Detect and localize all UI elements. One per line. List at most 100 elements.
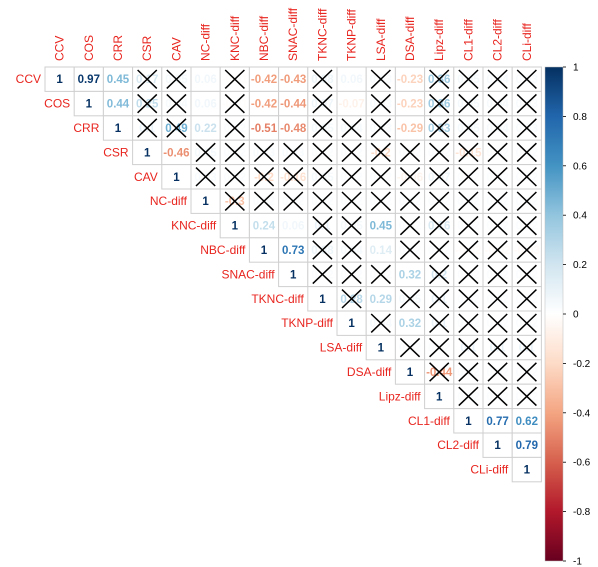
heatmap-cell: 0.03 <box>190 164 221 190</box>
column-label-lsa-diff: LSA-diff <box>374 18 388 61</box>
row-label-nbc-diff: NBC-diff <box>200 243 246 257</box>
not-significant-cross-icon <box>224 191 245 211</box>
not-significant-cross-icon <box>341 142 362 163</box>
heatmap-cell: 0.04 <box>482 66 513 92</box>
heatmap-cell: 0.02 <box>424 334 455 361</box>
cell-background <box>482 432 513 458</box>
heatmap-cell: 0.73 <box>278 237 309 263</box>
not-significant-cross-icon <box>458 313 479 333</box>
not-significant-cross-icon <box>429 118 450 138</box>
colorbar-tick-label: 0.8 <box>573 112 587 123</box>
cell-value-label: 1 <box>319 294 326 306</box>
heatmap-cell: 0.08 <box>307 237 338 263</box>
heatmap-cell: 0.02 <box>511 188 542 214</box>
heatmap-cell: 0.02 <box>307 139 338 166</box>
heatmap-cell: -0.15 <box>453 139 484 166</box>
heatmap-cell: 1 <box>365 334 396 361</box>
not-significant-cross-icon <box>312 240 333 260</box>
not-significant-cross-icon <box>166 93 187 114</box>
column-label-cos: COS <box>82 35 96 61</box>
heatmap-cell: -0.46 <box>161 139 192 166</box>
row-label-dsa-diff: DSA-diff <box>347 365 392 379</box>
heatmap-cell: 0.02 <box>365 261 396 288</box>
heatmap-cell: 0.03 <box>365 90 396 117</box>
heatmap-cell: 1 <box>278 261 309 288</box>
cell-value-label: 0.29 <box>370 294 392 306</box>
heatmap-cell: 0.02 <box>453 310 484 336</box>
not-significant-cross-icon <box>516 93 537 114</box>
row-label-snac-diff: SNAC-diff <box>221 267 275 281</box>
not-significant-cross-icon <box>458 69 479 89</box>
heatmap-cell: 0.24 <box>248 212 280 239</box>
not-significant-cross-icon <box>429 215 450 236</box>
heatmap-cell: -0.16 <box>278 164 309 190</box>
heatmap-cell: -0.03 <box>511 237 542 263</box>
cell-value-label: 1 <box>378 343 385 355</box>
cell-value-label: 1 <box>465 416 472 428</box>
heatmap-cell: 1 <box>394 359 426 385</box>
not-significant-cross-icon <box>458 167 479 187</box>
not-significant-cross-icon <box>429 362 450 382</box>
cells-layer: 10.970.450.170.050.06-0.01-0.42-0.430.08… <box>44 66 542 483</box>
not-significant-cross-icon <box>516 386 537 407</box>
cell-background <box>365 334 396 361</box>
heatmap-cell: 0.02 <box>394 334 426 361</box>
not-significant-cross-icon <box>487 313 508 333</box>
heatmap-cell: 0.02 <box>453 359 484 385</box>
heatmap-cell: 0.04 <box>365 310 396 336</box>
row-label-cl1-diff: CL1-diff <box>408 414 450 428</box>
row-label-lipz-diff: Lipz-diff <box>379 389 421 403</box>
not-significant-cross-icon <box>399 289 421 309</box>
not-significant-cross-icon <box>429 93 450 114</box>
cell-value-label: 0.45 <box>370 221 393 233</box>
heatmap-cell: 0.05 <box>453 66 484 92</box>
not-significant-cross-icon <box>516 69 537 89</box>
not-significant-cross-icon <box>312 142 333 163</box>
heatmap-cell: 1 <box>424 383 455 410</box>
cell-background <box>511 456 542 483</box>
not-significant-cross-icon <box>224 118 245 138</box>
colorbar-tick-label: -0.8 <box>573 507 591 518</box>
column-label-cav: CAV <box>169 37 183 61</box>
cell-background <box>190 90 221 117</box>
not-significant-cross-icon <box>429 167 450 187</box>
not-significant-cross-icon <box>137 93 158 114</box>
cell-value-label: -0.46 <box>163 147 189 159</box>
heatmap-cell: 0.02 <box>307 188 338 214</box>
heatmap-cell: 0.97 <box>73 66 104 92</box>
not-significant-cross-icon <box>516 337 537 358</box>
heatmap-cell: 0.02 <box>453 383 484 410</box>
heatmap-cell: 0.03 <box>365 66 396 92</box>
not-significant-cross-icon <box>516 142 537 163</box>
cell-value-label: 0.06 <box>340 74 362 86</box>
not-significant-cross-icon <box>516 264 537 285</box>
heatmap-cell: 0.02 <box>482 359 513 385</box>
heatmap-cell: 0.02 <box>453 261 484 288</box>
heatmap-cell: 0.03 <box>511 66 542 92</box>
column-label-crr: CRR <box>111 35 125 61</box>
heatmap-cell: 1 <box>453 408 484 434</box>
heatmap-cell: -0.42 <box>248 90 280 117</box>
heatmap-cell: 0.45 <box>102 66 134 92</box>
cell-background <box>161 164 192 190</box>
not-significant-cross-icon <box>312 167 333 187</box>
heatmap-cell: 0.03 <box>511 115 542 141</box>
cell-background <box>132 139 163 166</box>
cell-value-label: 0.06 <box>194 99 216 111</box>
heatmap-cell: 0.28 <box>336 286 367 312</box>
cell-value-label: -0.42 <box>251 74 277 86</box>
cell-value-label: -0.43 <box>280 74 306 86</box>
heatmap-cell: -0.07 <box>336 90 367 117</box>
not-significant-cross-icon <box>341 289 362 309</box>
heatmap-cell: 0.04 <box>482 115 513 141</box>
not-significant-cross-icon <box>458 264 479 285</box>
heatmap-cell: 0.07 <box>424 164 455 190</box>
heatmap-cell: 0.02 <box>336 139 367 166</box>
colorbar-gradient <box>544 66 564 562</box>
heatmap-cell: 0.02 <box>424 188 455 214</box>
heatmap-cell: 0.02 <box>511 359 542 385</box>
heatmap-cell: -0.43 <box>278 66 309 92</box>
heatmap-cell: 0.22 <box>190 115 221 141</box>
cell-value-label: 1 <box>407 367 414 379</box>
heatmap-cell: 0.03 <box>511 90 542 117</box>
